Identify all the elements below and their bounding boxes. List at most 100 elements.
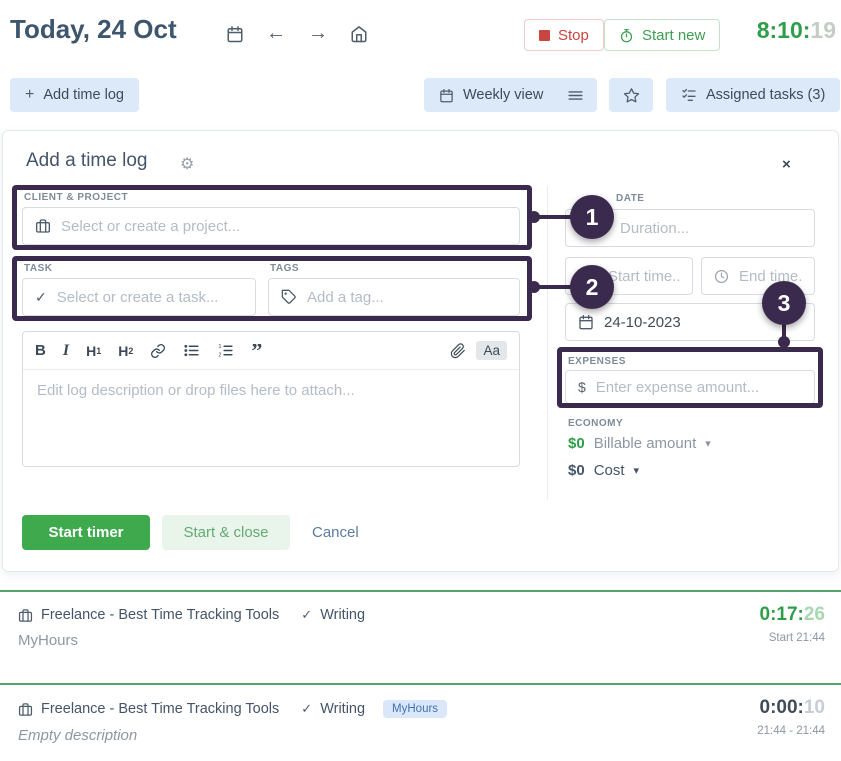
duration-field[interactable] (578, 219, 802, 237)
chevron-down-icon: ▾ (705, 438, 711, 450)
assigned-tasks-label: Assigned tasks (3) (706, 87, 826, 103)
end-time-field[interactable] (739, 267, 802, 285)
prev-day-arrow-icon[interactable]: ← (266, 22, 286, 44)
entry-tag-chip: MyHours (383, 700, 448, 718)
tag-field[interactable] (307, 288, 507, 306)
cancel-link[interactable]: Cancel (312, 524, 359, 541)
briefcase-icon (18, 702, 33, 717)
cost-label: Cost (593, 462, 625, 479)
entry-description: Empty description (18, 727, 138, 744)
stop-square-icon (539, 29, 550, 41)
add-time-log-label: Add time log (43, 87, 124, 103)
stop-label: Stop (558, 26, 589, 44)
tag-icon (281, 289, 297, 305)
format-text-button[interactable]: Aa (476, 341, 507, 360)
next-day-arrow-icon[interactable]: → (308, 22, 328, 44)
briefcase-icon (35, 218, 51, 234)
project-field[interactable] (61, 217, 507, 235)
end-time-input[interactable] (701, 257, 815, 295)
stopwatch-icon (619, 28, 634, 43)
check-icon: ✓ (301, 607, 313, 622)
dollar-icon: $ (578, 379, 586, 395)
time-log-entry[interactable]: Freelance - Best Time Tracking Tools ✓ W… (0, 590, 841, 683)
entry-task: Writing (320, 701, 366, 717)
star-icon (623, 87, 640, 104)
entry-duration: 0:17:26 (759, 604, 826, 625)
expense-input[interactable]: $ (565, 370, 815, 404)
billable-value: $0 (568, 435, 585, 452)
calendar-icon (578, 314, 594, 330)
favorites-button[interactable] (609, 78, 653, 112)
check-icon: ✓ (35, 288, 47, 305)
close-icon[interactable]: × (782, 156, 791, 173)
blockquote-icon[interactable]: ” (251, 343, 263, 358)
billable-label: Billable amount (593, 435, 697, 452)
paperclip-icon[interactable] (450, 342, 466, 359)
time-log-entry[interactable]: Freelance - Best Time Tracking Tools ✓ W… (0, 683, 841, 761)
bullet-list-icon[interactable] (183, 342, 200, 359)
entry-project: Freelance - Best Time Tracking Tools (41, 607, 280, 623)
bold-button[interactable]: B (35, 342, 46, 359)
start-timer-button[interactable]: Start timer (22, 515, 150, 550)
start-time-input[interactable] (565, 257, 693, 295)
start-time-field[interactable] (578, 267, 680, 285)
weekly-view-label: Weekly view (463, 87, 544, 103)
clock-icon (714, 269, 729, 284)
start-new-label: Start new (642, 26, 706, 44)
entry-time-range: 21:44 - 21:44 (757, 725, 825, 737)
time-date-label: DATE (616, 193, 645, 204)
home-icon[interactable] (350, 25, 368, 43)
description-placeholder[interactable]: Edit log description or drop files here … (37, 382, 355, 399)
add-time-log-button[interactable]: + Add time log (10, 78, 139, 112)
weekly-view-button[interactable]: Weekly view (424, 78, 559, 112)
header-nav: ← → (226, 22, 368, 45)
economy-label: ECONOMY (568, 418, 624, 429)
task-input[interactable]: ✓ (22, 278, 256, 316)
client-project-input[interactable] (22, 207, 520, 245)
calendar-icon[interactable] (226, 25, 244, 43)
briefcase-icon (18, 608, 33, 623)
start-new-button[interactable]: Start new (604, 19, 721, 51)
entry-header: Freelance - Best Time Tracking Tools ✓ W… (0, 592, 841, 623)
italic-button[interactable]: I (62, 341, 70, 359)
date-field[interactable] (604, 313, 802, 331)
entry-description: MyHours (18, 632, 79, 649)
assigned-tasks-button[interactable]: Assigned tasks (3) (666, 78, 841, 112)
task-field[interactable] (56, 288, 243, 306)
tags-input[interactable] (268, 278, 520, 316)
expense-field[interactable] (595, 378, 802, 396)
check-icon: ✓ (301, 701, 313, 716)
calendar-icon (439, 88, 454, 103)
hamburger-icon (567, 87, 584, 104)
task-label: TASK (24, 263, 53, 274)
billable-amount-dropdown[interactable]: $0 Billable amount ▾ (568, 435, 711, 452)
entry-project: Freelance - Best Time Tracking Tools (41, 701, 280, 717)
stop-button[interactable]: Stop (524, 19, 604, 51)
client-project-label: CLIENT & PROJECT (24, 192, 129, 203)
column-divider (547, 186, 548, 500)
entry-time-range: Start 21:44 (768, 632, 825, 644)
timer-seconds: 19 (810, 17, 836, 43)
page-title: Today, 24 Oct (10, 14, 177, 44)
dialog-title: Add a time log (26, 150, 148, 171)
cost-value: $0 (568, 462, 585, 479)
running-timer: 8:10:19 (757, 17, 836, 44)
cost-dropdown[interactable]: $0 Cost ▾ (568, 462, 639, 479)
duration-input[interactable] (565, 209, 815, 247)
entry-duration: 0:00:10 (759, 697, 826, 718)
gear-icon[interactable]: ⚙ (180, 156, 195, 173)
timer-hours-minutes: 8:10: (756, 17, 811, 43)
link-icon[interactable] (150, 343, 166, 359)
entry-task: Writing (320, 607, 366, 623)
start-and-close-button[interactable]: Start & close (162, 515, 290, 550)
date-input[interactable] (565, 303, 815, 341)
expenses-label: EXPENSES (568, 356, 626, 367)
task-list-icon (681, 87, 697, 103)
compact-view-button[interactable] (553, 78, 597, 112)
